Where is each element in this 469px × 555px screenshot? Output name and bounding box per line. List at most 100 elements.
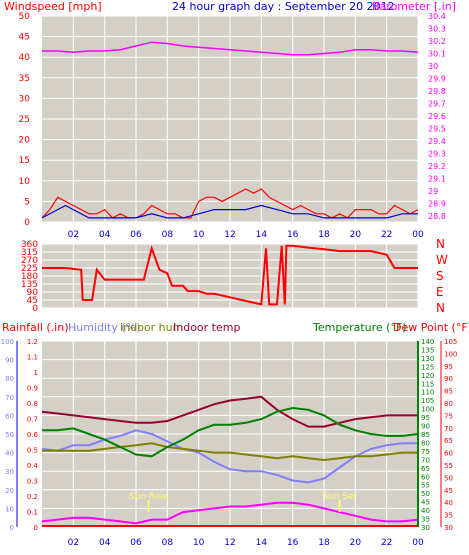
rain-tick-label: 0.6 [27, 431, 39, 439]
temperature-tick-label: 70 [421, 456, 430, 464]
sun-marker-label: Sun Set [322, 492, 357, 502]
temperature-tick-label: 140 [421, 338, 434, 346]
wind-tick-label: 40 [19, 53, 31, 63]
temperature-tick-label: 110 [421, 389, 434, 397]
dewpoint-tick-label: 90 [444, 375, 453, 383]
x-tick-label: 12 [224, 538, 235, 548]
x-tick-label: 08 [162, 230, 174, 240]
temperature-tick-label: 100 [421, 406, 434, 414]
humidity-tick-label: 70 [5, 394, 14, 402]
direction-tick-label: 45 [27, 296, 38, 306]
dewpoint-tick-label: 35 [444, 512, 453, 520]
temperature-tick-label: 65 [421, 465, 430, 473]
direction-tick-label: 0 [32, 304, 38, 314]
temperature-tick-label: 50 [421, 490, 430, 498]
windspeed-label: Windspeed [mph] [4, 0, 102, 13]
barometer-tick-label: 29.4 [428, 137, 446, 146]
rain-tick-label: 1 [34, 369, 38, 377]
wind-tick-label: 5 [24, 197, 30, 207]
wind-avg-line [41, 204, 418, 219]
dewpoint-tick-label: 30 [444, 524, 453, 532]
barometer-tick-label: 28.9 [428, 199, 446, 208]
direction-tick-label: 360 [21, 240, 38, 250]
compass-label: W [436, 253, 448, 267]
rain-tick-label: 0.7 [27, 416, 38, 424]
wind-tick-label: 20 [19, 136, 31, 146]
series-layer: Sun Rise Sun Set [41, 41, 419, 527]
sun-marker-label: Sun Rise [129, 492, 168, 502]
barometer-tick-label: 30.1 [428, 49, 446, 58]
direction-tick-label: 135 [21, 280, 38, 290]
x-tick-label: 06 [130, 230, 142, 240]
barometer-label: Barometer [.in] [372, 0, 456, 13]
dewpoint-tick-label: 105 [444, 338, 457, 346]
rain-tick-label: 1.2 [27, 338, 38, 346]
compass-label: N [436, 301, 445, 315]
humidity-tick-label: 40 [5, 450, 14, 458]
temperature-tick-label: 115 [421, 380, 434, 388]
indoor-hum-label: Indoor hum [120, 321, 183, 334]
x-tick-label: 20 [350, 538, 362, 548]
dewpoint-tick-label: 75 [444, 412, 453, 420]
temperature-tick-label: 60 [421, 473, 430, 481]
wind-tick-label: 0 [24, 218, 30, 228]
temperature-tick-label: 85 [421, 431, 430, 439]
x-tick-label: 22 [381, 230, 392, 240]
humidity-tick-label: 0 [10, 524, 14, 532]
x-tick-label: 14 [256, 230, 268, 240]
barometer-tick-label: 29.3 [428, 149, 446, 158]
humidity-tick-label: 10 [5, 505, 14, 513]
x-tick-label: 10 [193, 230, 205, 240]
humidity-tick-label: 50 [5, 431, 14, 439]
rain-tick-label: 0.3 [27, 478, 38, 486]
barometer-tick-label: 29.1 [428, 174, 446, 183]
humidity-tick-label: 90 [5, 357, 14, 365]
humidity-tick-label: 100 [1, 338, 14, 346]
dewpoint-tick-label: 45 [444, 487, 453, 495]
barometer-tick-label: 29.7 [428, 99, 446, 108]
x-tick-label: 22 [381, 538, 392, 548]
dewpoint-tick-label: 65 [444, 437, 453, 445]
x-tick-label: 12 [224, 230, 235, 240]
x-tick-label: 00 [412, 230, 424, 240]
indoor-hum-line [42, 442, 418, 462]
dewpoint-label: Dew Point (°F) [393, 321, 469, 334]
x-tick-label: 00 [412, 538, 424, 548]
chart-title: 24 hour graph day : September 20 2012 [172, 0, 395, 13]
rain-tick-label: 0.9 [27, 385, 38, 393]
x-tick-label: 02 [68, 538, 79, 548]
direction-tick-label: 180 [21, 272, 38, 282]
barometer-tick-label: 29.5 [428, 124, 446, 133]
temperature-tick-label: 75 [421, 448, 430, 456]
rain-tick-label: 1.1 [27, 354, 38, 362]
rain-tick-label: 0.2 [27, 493, 38, 501]
temperature-tick-label: 80 [421, 439, 430, 447]
wind-tick-label: 45 [19, 33, 30, 43]
wind-direction-line [42, 244, 418, 306]
temperature-tick-label: 120 [421, 372, 434, 380]
humidity-tick-label: 60 [5, 412, 14, 420]
temperature-tick-label: 30 [421, 524, 430, 532]
barometer-tick-label: 29.6 [428, 112, 446, 121]
rain-tick-label: 0 [34, 524, 38, 532]
x-tick-label: 18 [318, 230, 330, 240]
x-tick-label: 14 [256, 538, 268, 548]
barometer-tick-label: 30.4 [428, 12, 446, 21]
x-tick-label: 16 [287, 538, 299, 548]
direction-tick-label: 270 [21, 256, 38, 266]
compass-label: N [436, 237, 445, 251]
barometer-tick-label: 30 [428, 62, 438, 71]
dewpoint-tick-label: 55 [444, 462, 453, 470]
barometer-tick-label: 29.9 [428, 74, 446, 83]
barometer-tick-label: 30.3 [428, 24, 446, 33]
temperature-tick-label: 55 [421, 482, 430, 490]
dewpoint-tick-label: 70 [444, 425, 453, 433]
windspeed-line [41, 188, 419, 219]
dewpoint-tick-label: 60 [444, 450, 453, 458]
barometer-line [42, 41, 419, 56]
wind-tick-label: 30 [19, 94, 31, 104]
temperature-tick-label: 135 [421, 346, 434, 354]
temperature-tick-label: 125 [421, 363, 434, 371]
